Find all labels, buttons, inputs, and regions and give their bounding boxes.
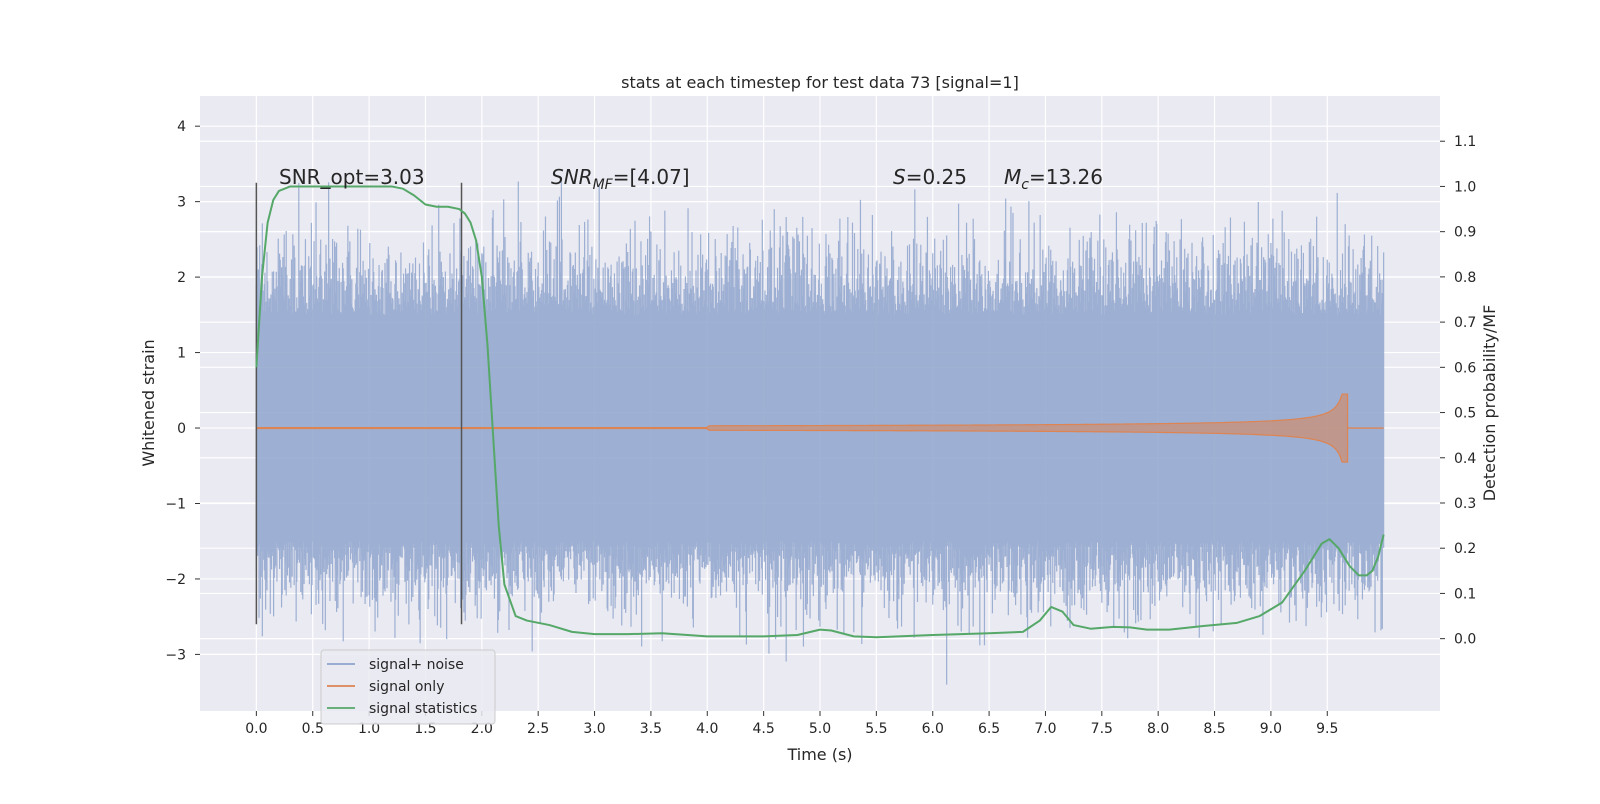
y-tick-label: −1	[165, 496, 186, 512]
legend: signal+ noise signal only signal statist…	[320, 649, 496, 725]
x-tick-label: 9.5	[1316, 721, 1338, 737]
x-tick-label: 4.0	[696, 721, 718, 737]
legend-label-signal-noise: signal+ noise	[369, 657, 464, 673]
x-tick-label: 6.0	[922, 721, 944, 737]
series-signal-only	[255, 393, 1384, 463]
signal-only-trace	[255, 393, 1349, 463]
x-tick-label: 9.0	[1260, 721, 1282, 737]
x-tick-label: 8.5	[1203, 721, 1225, 737]
y-tick-label: −2	[165, 572, 186, 588]
y2-tick-label: 0.4	[1454, 451, 1476, 467]
y2-tick-label: 0.3	[1454, 496, 1476, 512]
x-tick-label: 6.5	[978, 721, 1000, 737]
y2-tick-label: 0.0	[1454, 632, 1476, 648]
y2-tick-label: 0.6	[1454, 360, 1476, 376]
signal-statistics-trace	[255, 185, 1385, 639]
x-tick-label: 0.5	[302, 721, 324, 737]
y-tick-label: 1	[177, 346, 186, 362]
annotation-snr-mf-base: SNR	[551, 165, 593, 189]
annotation-mc: Mc=13.26	[1004, 165, 1103, 193]
annotation-snr-opt: SNR_opt=3.03	[279, 165, 425, 189]
y2-tick-label: 0.5	[1454, 406, 1476, 422]
y2-axis-label: Detection probability/MF	[1480, 305, 1499, 502]
y-tick-label: 4	[177, 119, 186, 135]
x-tick-label: 7.0	[1034, 721, 1056, 737]
legend-box	[320, 649, 496, 725]
annotation-snr-mf-value: =[4.07]	[613, 165, 690, 189]
y2-tick-label: 1.1	[1454, 134, 1476, 150]
plot-area	[255, 181, 1385, 685]
marker-lines	[255, 182, 463, 625]
y-tick-label: 0	[177, 421, 186, 437]
annotation-snr-mf-sub: MF	[593, 177, 614, 193]
legend-label-signal-statistics: signal statistics	[369, 701, 477, 717]
y-tick-label: −3	[165, 647, 186, 663]
y-tick-label: 3	[177, 195, 186, 211]
y2-tick-label: 1.0	[1454, 179, 1476, 195]
x-tick-label: 2.0	[471, 721, 493, 737]
x-tick-label: 5.0	[809, 721, 831, 737]
legend-label-signal-only: signal only	[369, 679, 444, 695]
y2-tick-label: 0.8	[1454, 270, 1476, 286]
x-axis-ticks: 0.0 0.5 1.0 1.5 2.0 2.5 3.0 3.5 4.0 4.5 5.0 5.5 6.0 6…	[245, 711, 1338, 737]
annotation-s: S=0.25	[893, 165, 967, 189]
x-tick-label: 1.0	[358, 721, 380, 737]
x-tick-label: 5.5	[865, 721, 887, 737]
y2-tick-label: 0.7	[1454, 315, 1476, 331]
x-tick-label: 3.0	[583, 721, 605, 737]
annotation-s-symbol: S	[893, 165, 906, 189]
x-tick-label: 7.5	[1091, 721, 1113, 737]
x-axis-label: Time (s)	[786, 745, 852, 764]
y-axis-ticks: −3 −2 −1 0 1 2 3 4	[165, 119, 200, 663]
x-tick-label: 8.0	[1147, 721, 1169, 737]
y2-tick-label: 0.1	[1454, 586, 1476, 602]
y-axis-label: Whitened strain	[139, 339, 158, 466]
x-tick-label: 1.5	[414, 721, 436, 737]
x-tick-label: 0.0	[245, 721, 267, 737]
annotation-mc-base: M	[1004, 165, 1021, 189]
annotation-s-value: =0.25	[906, 165, 967, 189]
y2-tick-label: 0.2	[1454, 541, 1476, 557]
annotation-snr-mf: SNRMF=[4.07]	[551, 165, 690, 193]
x-tick-label: 2.5	[527, 721, 549, 737]
x-tick-label: 4.5	[753, 721, 775, 737]
y-tick-label: 2	[177, 270, 186, 286]
annotation-mc-sub: c	[1021, 177, 1029, 193]
chart-title: stats at each timestep for test data 73 …	[621, 73, 1019, 92]
y2-axis-ticks: 0.0 0.1 0.2 0.3 0.4 0.5 0.6 0.7 0.8 0.9 1.0 1.1	[1440, 134, 1476, 648]
y2-tick-label: 0.9	[1454, 225, 1476, 241]
series-signal-statistics	[255, 185, 1385, 639]
annotations: SNR_opt=3.03 SNRMF=[4.07] S=0.25 Mc=13.2…	[279, 165, 1103, 193]
x-tick-label: 3.5	[640, 721, 662, 737]
annotation-mc-value: =13.26	[1029, 165, 1103, 189]
